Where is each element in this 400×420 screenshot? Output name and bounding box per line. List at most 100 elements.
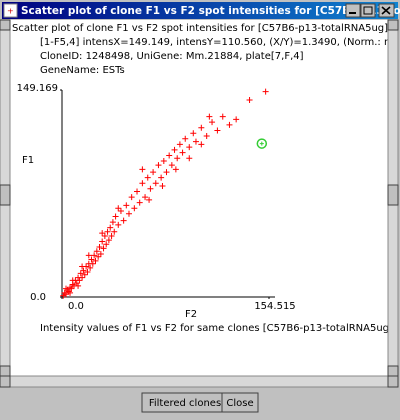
scatter-point xyxy=(168,162,175,169)
scatter-point xyxy=(198,141,205,148)
scatter-point xyxy=(84,269,91,276)
scatter-point xyxy=(112,213,119,220)
scatter-point xyxy=(109,219,116,226)
scatter-point xyxy=(182,135,189,142)
window-buttons xyxy=(345,3,395,18)
scatter-point xyxy=(96,244,103,251)
scatter-point xyxy=(158,174,165,181)
scatter-point xyxy=(163,169,170,176)
scatter-point xyxy=(226,121,233,128)
scatter-point xyxy=(89,260,96,267)
scatter-point xyxy=(77,270,84,277)
scatter-point xyxy=(87,264,94,271)
scatter-point xyxy=(117,207,124,214)
right-scrollbar[interactable] xyxy=(387,19,399,377)
scatter-point xyxy=(136,199,143,206)
scatter-point xyxy=(85,252,92,259)
scatter-point xyxy=(131,205,138,212)
scatter-point xyxy=(186,155,193,162)
scatter-point xyxy=(67,284,74,291)
scatter-point xyxy=(103,241,110,248)
scatter-point xyxy=(246,96,253,103)
info-line: [1-F5,4] intensX=149.149, intensY=110.56… xyxy=(40,37,400,48)
left-scrollbar[interactable] xyxy=(0,19,11,377)
maximize-glyph xyxy=(363,6,373,15)
content: Scatter plot of clone F1 vs F2 spot inte… xyxy=(12,23,400,334)
chart-caption: Intensity values of F1 vs F2 for same cl… xyxy=(40,323,393,334)
scatter-point xyxy=(142,194,149,201)
content-area xyxy=(10,20,388,376)
scatter-point xyxy=(100,245,107,252)
x-tick-label: 154.515 xyxy=(254,301,295,312)
scatter-point xyxy=(179,149,186,156)
scatter-point xyxy=(88,256,95,263)
scatter-point xyxy=(219,113,226,120)
scatter-point xyxy=(105,237,112,244)
scatter-point xyxy=(101,232,108,239)
scatter-point xyxy=(99,230,106,237)
scatter-point xyxy=(144,174,151,181)
button-label: Filtered clones xyxy=(149,398,221,409)
y-tick-label: 149.169 xyxy=(17,83,58,94)
scatter-point xyxy=(68,285,75,292)
scatter-point xyxy=(134,188,141,195)
minimize-button[interactable] xyxy=(345,3,361,18)
title-bar xyxy=(2,2,398,19)
scatter-point xyxy=(61,289,68,296)
scatter-point xyxy=(104,228,111,235)
highlighted-cross xyxy=(259,141,264,146)
scatter-point xyxy=(128,194,135,201)
close-dialog-button[interactable] xyxy=(221,392,259,413)
window-icon xyxy=(3,3,18,18)
scatter-point xyxy=(139,166,146,173)
scatter-point xyxy=(64,287,71,294)
x-axis-label: F2 xyxy=(185,309,197,320)
scatter-point xyxy=(93,248,100,255)
scatter-point xyxy=(60,292,67,299)
info-heading: Scatter plot of clone F1 vs F2 spot inte… xyxy=(12,23,388,34)
scatter-point xyxy=(97,250,104,257)
scatter-point xyxy=(155,162,162,169)
scatter-point xyxy=(206,113,213,120)
scatter-point xyxy=(63,285,70,292)
scatter-point xyxy=(65,288,72,295)
scatter-point xyxy=(176,141,183,148)
scatter-point xyxy=(91,252,98,259)
close-glyph xyxy=(381,6,391,15)
scatter-point xyxy=(107,224,114,231)
scatter-point xyxy=(166,152,173,159)
y-axis-label: F1 xyxy=(22,155,34,166)
scatter-point xyxy=(79,274,86,281)
scatter-point xyxy=(171,146,178,153)
scatter-point xyxy=(81,271,88,278)
scatter-point xyxy=(63,291,70,298)
scatter-point xyxy=(262,88,269,95)
scatter-point xyxy=(69,277,76,284)
scatter-point xyxy=(147,185,154,192)
scatter-point xyxy=(123,202,130,209)
scatter-point xyxy=(115,221,122,228)
scatter-point xyxy=(159,182,166,189)
scatter-point xyxy=(125,210,132,217)
scatter-point xyxy=(146,196,153,203)
scatter-point xyxy=(108,232,115,239)
bottom-scrollbar[interactable] xyxy=(0,375,399,388)
highlighted-point xyxy=(256,138,268,149)
info-line: CloneID: 1248498, UniGene: Mm.21884, pla… xyxy=(40,51,304,62)
scatter-point xyxy=(73,280,80,287)
scatter-point xyxy=(190,130,197,137)
scatter-point xyxy=(192,138,199,145)
scatter-point xyxy=(75,282,82,289)
y-tick-label: 0.0 xyxy=(30,292,46,303)
maximize-button[interactable] xyxy=(360,3,376,18)
scatter-point xyxy=(120,217,127,224)
scatter-point xyxy=(67,289,74,296)
scatter-point xyxy=(209,119,216,126)
scatter-point xyxy=(186,144,193,151)
scatter-point xyxy=(233,116,240,123)
scatter-point xyxy=(150,169,157,176)
scatter-point xyxy=(111,228,118,235)
scatter-point xyxy=(152,180,159,187)
scatter-point xyxy=(203,133,210,140)
